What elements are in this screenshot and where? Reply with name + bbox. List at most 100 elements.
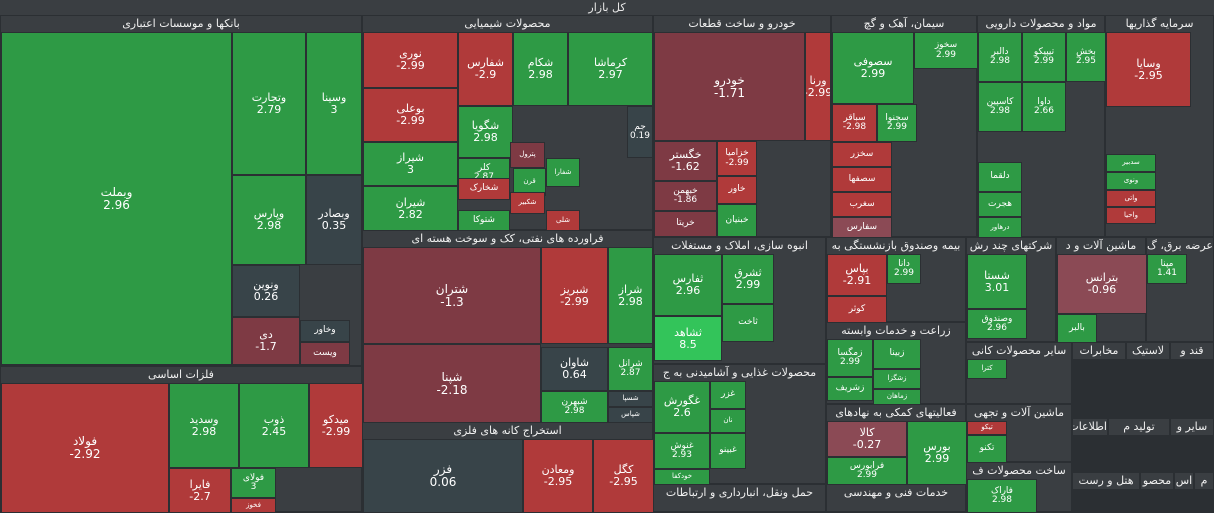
stock-tile[interactable]: میدکو -2.99 bbox=[309, 383, 363, 468]
sector-block[interactable]: خدمات فنی و مهندسی bbox=[826, 484, 966, 512]
stock-tile[interactable]: کگل -2.95 bbox=[593, 439, 654, 513]
stock-tile[interactable]: واحیا bbox=[1106, 207, 1156, 224]
stock-tile[interactable]: داوا 2.66 bbox=[1022, 82, 1066, 132]
sector-block[interactable]: سرمایه گذاریها وسایا -2.95 سدبیر ونوی واتی واح… bbox=[1105, 15, 1214, 237]
stock-tile[interactable]: کوثر bbox=[827, 296, 887, 323]
stock-tile[interactable]: سخزر bbox=[832, 142, 892, 167]
sector-block[interactable]: مخابرات bbox=[1072, 342, 1126, 360]
stock-tile[interactable]: فاراک 2.98 bbox=[967, 479, 1037, 513]
stock-tile[interactable]: سفارس bbox=[832, 217, 892, 238]
stock-tile[interactable]: فولاد -2.92 bbox=[1, 383, 169, 513]
stock-tile[interactable]: ذوب 2.45 bbox=[239, 383, 309, 468]
stock-tile[interactable]: زبینا bbox=[873, 339, 921, 369]
stock-tile[interactable]: دی -1.7 bbox=[232, 317, 300, 365]
stock-tile[interactable]: نوری -2.99 bbox=[363, 32, 458, 88]
sector-block[interactable]: سیمان، آهک و گچ سصوفی 2.99 سخوز 2.99 سباقر -2.… bbox=[831, 15, 978, 238]
sector-block[interactable]: فعالیتهای کمکی به نهادهای کالا -0.27 بورس 2.… bbox=[826, 404, 967, 485]
sector-block[interactable]: ماشین آلات و د بترانس -0.96 بالبر bbox=[1056, 237, 1147, 343]
sector-block[interactable]: ماشین آلات و تجهی تیکو تکنو bbox=[966, 404, 1072, 463]
stock-tile[interactable]: کاسپین 2.98 bbox=[978, 82, 1022, 132]
stock-tile[interactable]: خبهمن -1.86 bbox=[654, 181, 717, 211]
sector-block[interactable]: اس bbox=[1174, 472, 1194, 489]
stock-tile[interactable]: زشگزا bbox=[873, 369, 921, 389]
sector-block[interactable]: قند و bbox=[1170, 342, 1214, 360]
stock-tile[interactable]: شیراز 3 bbox=[363, 142, 458, 186]
stock-tile[interactable]: غزر bbox=[710, 381, 746, 409]
sector-block[interactable]: عرضه برق، گ مپنا 1.41 bbox=[1146, 237, 1214, 342]
sector-block[interactable]: ساخت محصولات ف فاراک 2.98 bbox=[966, 462, 1072, 513]
stock-tile[interactable]: ویست bbox=[300, 342, 350, 365]
sector-block[interactable]: بانکها و موسسات اعتباری وبملت 2.96 وتجارت 2.… bbox=[0, 15, 362, 366]
sector-block[interactable]: م bbox=[1194, 472, 1214, 489]
stock-tile[interactable]: زشریف bbox=[827, 377, 873, 401]
sector-block[interactable]: سایر و bbox=[1170, 418, 1214, 435]
sector-block[interactable]: محصو bbox=[1140, 472, 1174, 489]
stock-tile[interactable]: شراز 2.98 bbox=[608, 247, 653, 344]
sector-block[interactable]: محصولات غذایی و آشامیدنی به ج غگورش 2.6 غنو… bbox=[653, 364, 826, 485]
stock-tile[interactable]: قرن bbox=[513, 168, 546, 196]
sector-block[interactable]: حمل ونقل، انبارداری و ارتباطات bbox=[653, 484, 826, 512]
stock-tile[interactable]: خاور bbox=[717, 176, 757, 204]
stock-tile[interactable]: ثشاهد 8.5 bbox=[654, 316, 722, 361]
stock-tile[interactable]: شپاس bbox=[608, 407, 653, 423]
stock-tile[interactable]: فرابورس 2.99 bbox=[827, 457, 907, 485]
stock-tile[interactable]: شلی bbox=[546, 210, 580, 231]
stock-tile[interactable]: دالبر 2.98 bbox=[978, 32, 1022, 82]
stock-tile[interactable]: بورس 2.99 bbox=[907, 421, 967, 485]
stock-tile[interactable]: سجنوا 2.99 bbox=[877, 104, 917, 142]
stock-tile[interactable]: ونوی bbox=[1106, 172, 1156, 190]
stock-tile[interactable]: خودکفا bbox=[654, 469, 710, 485]
stock-tile[interactable]: دلقما bbox=[978, 162, 1022, 192]
stock-tile[interactable]: غنوش 2.93 bbox=[654, 433, 710, 469]
stock-tile[interactable]: وسدید 2.98 bbox=[169, 383, 239, 468]
stock-tile[interactable]: شستا 3.01 bbox=[967, 254, 1027, 309]
sector-block[interactable]: شرکتهای چند رش شستا 3.01 وصندوق 2.96 bbox=[966, 237, 1056, 342]
stock-tile[interactable]: سدبیر bbox=[1106, 154, 1156, 172]
stock-tile[interactable]: فولای 3 bbox=[231, 468, 276, 498]
sector-block[interactable]: اطلاعات bbox=[1072, 418, 1108, 435]
stock-tile[interactable]: خگستر -1.62 bbox=[654, 141, 717, 181]
stock-tile[interactable]: ثفارس 2.96 bbox=[654, 254, 722, 316]
stock-tile[interactable]: تیپیکو 2.99 bbox=[1022, 32, 1066, 82]
stock-tile[interactable]: خزامیا -2.99 bbox=[717, 141, 757, 176]
stock-tile[interactable]: بالبر bbox=[1057, 314, 1097, 343]
stock-tile[interactable]: کرماشا 2.97 bbox=[568, 32, 653, 106]
stock-tile[interactable]: وسایا -2.95 bbox=[1106, 32, 1191, 107]
stock-tile[interactable]: شتوکا bbox=[458, 210, 510, 231]
stock-tile[interactable]: شخارک bbox=[458, 178, 510, 200]
stock-tile[interactable]: مپنا 1.41 bbox=[1147, 254, 1187, 284]
stock-tile[interactable]: شفارس -2.9 bbox=[458, 32, 513, 106]
stock-tile[interactable]: زماهان bbox=[873, 389, 921, 405]
sector-block[interactable]: بیمه وصندوق بازنشستگی به بپاس -2.91 دانا 2.9… bbox=[826, 237, 966, 323]
sector-block[interactable]: فلزات اساسی فولاد -2.92 وسدید 2.98 ذوب 2.45 مید… bbox=[0, 366, 363, 513]
stock-tile[interactable]: جم 0.19 bbox=[627, 106, 653, 158]
stock-tile[interactable]: وسینا 3 bbox=[306, 32, 362, 175]
stock-tile[interactable]: شتران -1.3 bbox=[363, 247, 541, 344]
stock-tile[interactable]: سصفها bbox=[832, 167, 892, 192]
stock-tile[interactable]: خبنیان bbox=[717, 204, 757, 237]
stock-tile[interactable]: سباقر -2.98 bbox=[832, 104, 877, 142]
stock-tile[interactable]: غگورش 2.6 bbox=[654, 381, 710, 433]
stock-tile[interactable]: وخاور bbox=[300, 320, 350, 342]
stock-tile[interactable]: بترانس -0.96 bbox=[1057, 254, 1147, 314]
stock-tile[interactable]: بخش 2.95 bbox=[1066, 32, 1106, 82]
stock-tile[interactable]: شیران 2.82 bbox=[363, 186, 458, 231]
stock-tile[interactable]: ورنا -2.99 bbox=[805, 32, 831, 141]
stock-tile[interactable]: فزر 0.06 bbox=[363, 439, 523, 513]
stock-tile[interactable]: درهاور bbox=[978, 217, 1022, 238]
stock-tile[interactable]: شبهرن 2.98 bbox=[541, 391, 608, 423]
stock-tile[interactable]: شگویا 2.98 bbox=[458, 106, 513, 158]
sector-block[interactable]: محصولات شیمیایی نوری -2.99 بوعلی -2.99 شیراز 3… bbox=[362, 15, 653, 231]
stock-tile[interactable]: ثاخت bbox=[722, 304, 774, 342]
stock-tile[interactable]: هجرت bbox=[978, 192, 1022, 217]
sector-block[interactable]: هتل و رست bbox=[1072, 472, 1140, 489]
stock-tile[interactable]: واتی bbox=[1106, 190, 1156, 207]
stock-tile[interactable]: وتجارت 2.79 bbox=[232, 32, 306, 175]
sector-block[interactable]: مواد و محصولات دارویی دالبر 2.98 تیپیکو 2.99… bbox=[977, 15, 1106, 238]
stock-tile[interactable]: فخوز bbox=[231, 498, 276, 513]
sector-block[interactable]: استخراج کانه های فلزی فزر 0.06 ومعادن -2.95 ک… bbox=[362, 422, 654, 513]
stock-tile[interactable]: ونوین 0.26 bbox=[232, 265, 300, 317]
stock-tile[interactable]: وصندوق 2.96 bbox=[967, 309, 1027, 339]
stock-tile[interactable]: سصوفی 2.99 bbox=[832, 32, 914, 104]
stock-tile[interactable]: شفارا bbox=[546, 158, 580, 187]
